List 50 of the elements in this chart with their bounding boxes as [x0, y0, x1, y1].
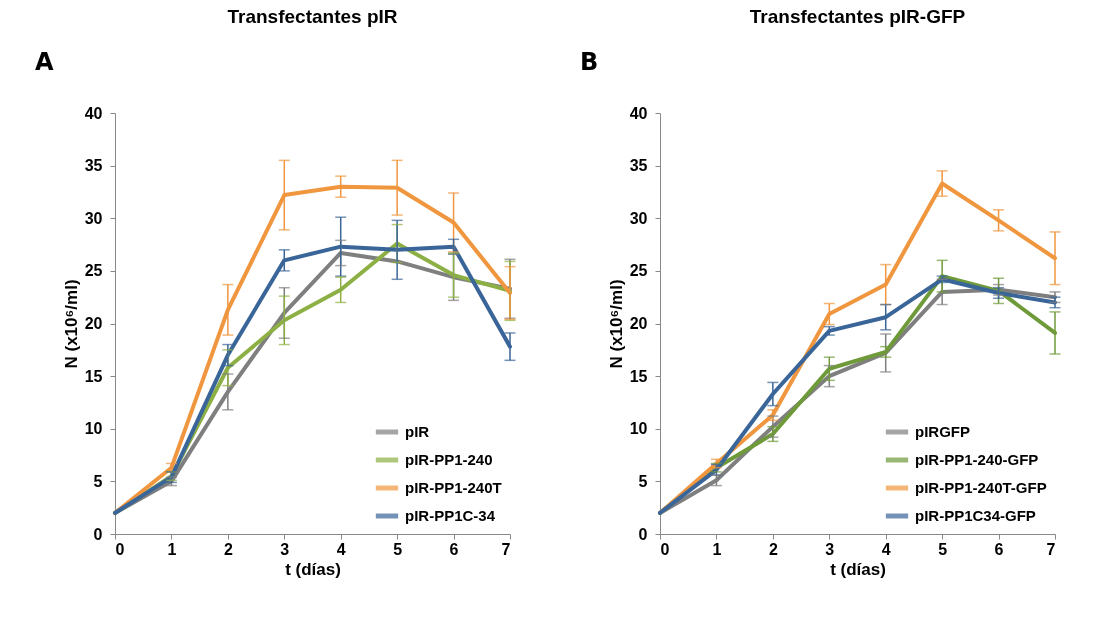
x-axis-title: t (días): [830, 559, 886, 579]
x-tick-label: 0: [660, 540, 670, 558]
y-tick-label: 10: [629, 420, 648, 438]
x-tick-label: 1: [167, 540, 177, 558]
y-tick-label: 25: [84, 262, 103, 280]
x-tick-label: 0: [115, 540, 125, 558]
x-tick-label: 2: [223, 540, 233, 558]
y-tick-label: 0: [638, 525, 648, 543]
y-axis-title: N (x10⁶/ml): [606, 279, 626, 369]
x-tick-label: 7: [501, 540, 511, 558]
y-tick-label: 10: [84, 420, 103, 438]
y-tick-label: 40: [629, 104, 648, 122]
chart-title: Transfectantes pIR-GFP: [749, 6, 966, 27]
x-tick-label: 6: [994, 540, 1004, 558]
text: A: [35, 48, 54, 76]
y-tick-label: 5: [93, 472, 103, 490]
legend-label: pIR-PP1-240T: [405, 479, 502, 496]
x-tick-label: 5: [938, 540, 948, 558]
y-tick-label: 15: [629, 367, 648, 385]
legend-label: pIR-PP1-240: [405, 451, 493, 468]
y-tick-label: 35: [84, 157, 103, 175]
y-tick-label: 40: [84, 104, 103, 122]
text: B: [580, 48, 599, 76]
x-tick-label: 7: [1046, 540, 1056, 558]
x-axis-title: t (días): [285, 559, 341, 579]
chart-title: Transfectantes pIR: [227, 6, 398, 27]
x-tick-label: 4: [336, 540, 346, 558]
y-tick-label: 30: [629, 209, 648, 227]
legend-label: pIR-PP1-240-GFP: [915, 451, 1039, 468]
x-tick-label: 5: [393, 540, 403, 558]
x-tick-label: 3: [280, 540, 290, 558]
x-tick-label: 2: [768, 540, 778, 558]
legend-label: pIR-PP1C34-GFP: [915, 507, 1036, 524]
y-tick-label: 30: [84, 209, 103, 227]
y-tick-label: 15: [84, 367, 103, 385]
y-tick-label: 20: [629, 315, 648, 332]
x-tick-label: 6: [449, 540, 459, 558]
y-tick-label: 0: [93, 525, 103, 543]
x-tick-label: 1: [712, 540, 722, 558]
legend-label: pIR: [405, 423, 430, 440]
y-tick-label: 20: [84, 315, 103, 332]
legend-label: pIRGFP: [915, 423, 970, 440]
x-tick-label: 3: [825, 540, 835, 558]
y-tick-label: 25: [629, 262, 648, 280]
y-tick-label: 35: [629, 157, 648, 175]
legend-label: pIR-PP1-240T-GFP: [915, 479, 1047, 496]
y-tick-label: 5: [638, 472, 648, 490]
legend-label: pIR-PP1C-34: [405, 507, 496, 524]
y-axis-title: N (x10⁶/ml): [61, 279, 81, 369]
x-tick-label: 4: [881, 540, 891, 558]
